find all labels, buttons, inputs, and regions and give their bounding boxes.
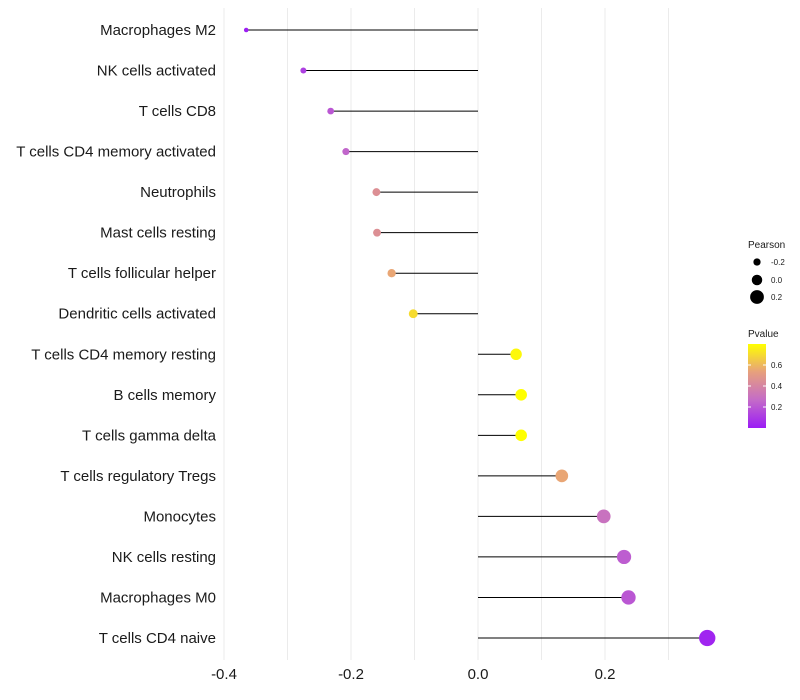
category-label: Macrophages M0 <box>100 589 216 606</box>
legend-pearson: Pearson -0.2 0.0 0.2 <box>748 240 785 304</box>
point-2 <box>327 107 335 115</box>
legend-size-label: 0.0 <box>771 276 783 285</box>
legend-pvalue-title: Pvalue <box>748 329 779 340</box>
point-4 <box>372 188 381 197</box>
point-14 <box>621 590 636 605</box>
legend-pvalue: Pvalue 0.2 0.4 0.6 <box>748 329 783 428</box>
category-label: NK cells resting <box>112 549 216 566</box>
category-label: T cells regulatory Tregs <box>60 468 216 485</box>
lollipop-points <box>243 27 716 647</box>
point-13 <box>616 549 632 565</box>
legend-size-dot <box>753 258 761 266</box>
category-label: T cells gamma delta <box>82 427 217 444</box>
point-12 <box>596 509 611 524</box>
point-7 <box>408 309 418 319</box>
pvalue-colorbar <box>748 344 766 428</box>
point-15 <box>699 629 716 647</box>
category-label: T cells CD4 memory resting <box>31 346 216 363</box>
category-label: Dendritic cells activated <box>58 306 216 323</box>
point-9 <box>515 388 527 401</box>
category-label: NK cells activated <box>97 63 216 80</box>
point-10 <box>515 429 527 442</box>
category-label: Macrophages M2 <box>100 22 216 39</box>
point-3 <box>342 148 350 156</box>
x-tick-label: 0.0 <box>468 666 489 683</box>
category-label: T cells follicular helper <box>68 265 216 282</box>
legend-size-label: -0.2 <box>771 258 785 267</box>
legend-pvalue-label: 0.4 <box>771 382 783 391</box>
category-label: Mast cells resting <box>100 225 216 242</box>
x-tick-label: -0.4 <box>211 666 237 683</box>
category-label: T cells CD4 naive <box>99 630 216 647</box>
lollipop-stems <box>246 29 708 639</box>
x-axis-ticks: -0.4 -0.2 0.0 0.2 <box>211 666 615 683</box>
legend-pvalue-label: 0.6 <box>771 361 783 370</box>
point-8 <box>510 348 522 361</box>
x-tick-label: 0.2 <box>595 666 616 683</box>
legend-size-label: 0.2 <box>771 293 783 302</box>
x-tick-label: -0.2 <box>338 666 364 683</box>
category-label: Neutrophils <box>140 184 216 201</box>
grid-lines <box>223 8 669 660</box>
legend-pearson-title: Pearson <box>748 240 785 251</box>
category-label: Monocytes <box>143 508 216 525</box>
point-0 <box>243 27 249 33</box>
point-1 <box>300 67 307 74</box>
category-label: T cells CD8 <box>139 103 216 120</box>
point-11 <box>555 469 569 483</box>
legend-size-dot <box>751 274 763 286</box>
category-label: B cells memory <box>113 387 216 404</box>
legend-size-dot <box>750 290 764 304</box>
point-5 <box>373 228 381 237</box>
legend-pvalue-label: 0.2 <box>771 403 783 412</box>
category-labels: Macrophages M2 NK cells activated T cells … <box>16 22 216 647</box>
category-label: T cells CD4 memory activated <box>16 144 216 161</box>
point-6 <box>387 269 396 278</box>
